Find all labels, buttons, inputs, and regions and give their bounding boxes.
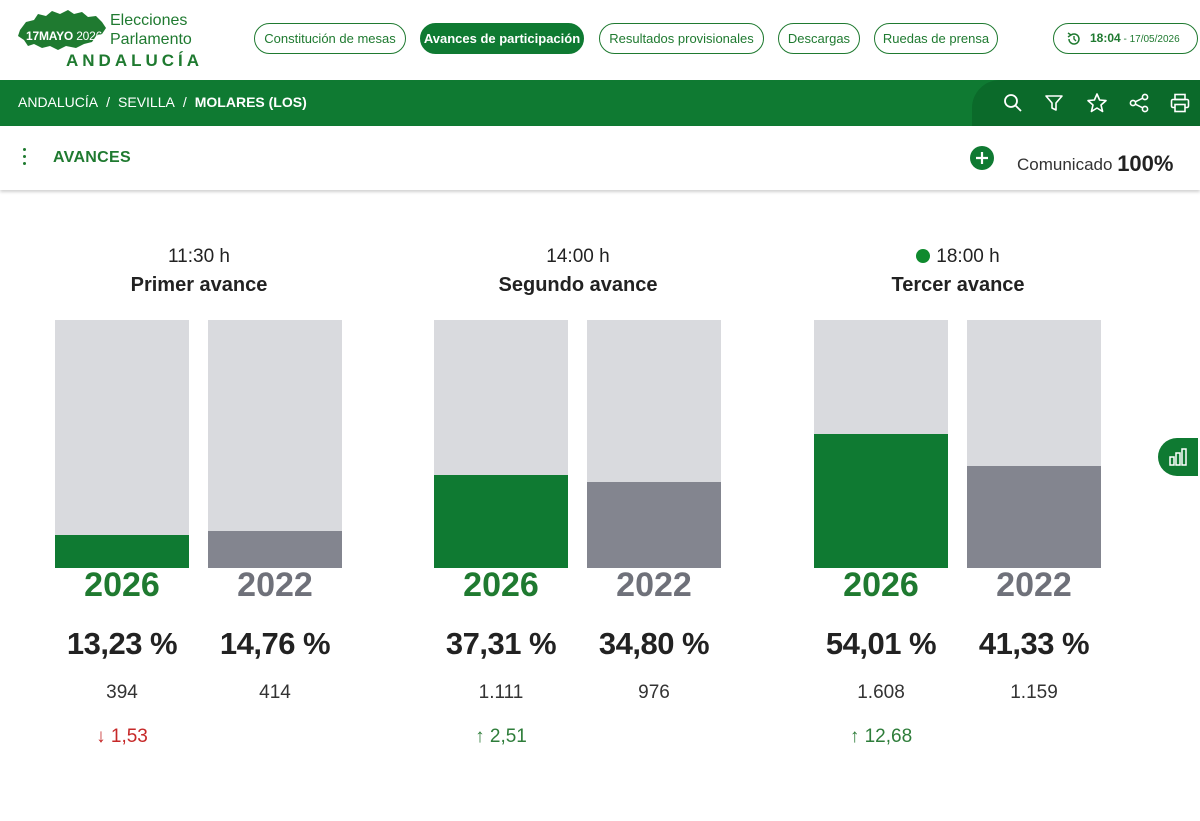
avance-time: 14:00 h — [546, 246, 610, 267]
avance-title: Tercer avance — [891, 274, 1025, 296]
avance-time: 11:30 h — [168, 246, 230, 267]
logo-line-1: Elecciones — [110, 12, 188, 29]
avance-panel-3: 18:00 h Tercer avance 2026 2022 54,01 % … — [798, 240, 1118, 760]
breadcrumb-current: MOLARES (LOS) — [194, 94, 307, 110]
avance-title: Primer avance — [130, 274, 268, 296]
pct-2026: 37,31 % — [445, 626, 557, 661]
year-2022: 2022 — [237, 566, 313, 604]
pct-2022: 41,33 % — [978, 626, 1090, 661]
update-time-button[interactable]: 18:04 - 17/05/2026 — [1053, 23, 1198, 54]
bar-2026 — [55, 320, 189, 568]
nav-descargas[interactable]: Descargas — [778, 23, 860, 54]
nav-resultados-provisionales[interactable]: Resultados provisionales — [599, 23, 764, 54]
pct-2022: 34,80 % — [598, 626, 710, 661]
breadcrumb-separator: / — [106, 94, 111, 110]
toolbar — [972, 80, 1200, 126]
plus-circle-icon[interactable] — [970, 146, 994, 170]
bar-2026-fill — [434, 475, 568, 568]
logo-date: 17MAYO 2026 — [26, 29, 103, 43]
logo-line-2: Parlamento — [110, 31, 192, 48]
avance-time: 18:00 h — [798, 246, 1118, 268]
difference-value: 2,51 — [489, 726, 527, 747]
count-2026: 394 — [106, 682, 138, 703]
star-icon[interactable] — [1086, 92, 1108, 114]
avance-panel-2: 14:00 h Segundo avance 2026 2022 37,31 %… — [418, 240, 738, 760]
logo-line-3: ANDALUCÍA — [66, 51, 204, 70]
bar-2022 — [587, 320, 721, 568]
clock-refresh-icon — [1067, 32, 1080, 45]
share-icon[interactable] — [1128, 92, 1150, 114]
communicated-value: 100% — [1117, 151, 1174, 176]
bar-2026 — [814, 320, 948, 568]
communicated-status: Comunicado 100% — [1017, 150, 1173, 176]
year-2022: 2022 — [616, 566, 692, 604]
section-title: AVANCES — [53, 149, 131, 166]
filter-icon[interactable] — [1043, 92, 1065, 114]
avance-panel-1: 11:30 h Primer avance 2026 2022 13,23 % … — [39, 240, 359, 760]
update-date: - 17/05/2026 — [1120, 34, 1180, 45]
difference: ↓ 1,53 — [55, 726, 189, 748]
bar-chart-icon — [1169, 448, 1187, 466]
year-2026: 2026 — [84, 566, 160, 604]
difference-value: 1,53 — [110, 726, 148, 747]
count-2026: 1.608 — [857, 682, 905, 703]
year-2022: 2022 — [996, 566, 1072, 604]
section-bar: AVANCES Comunicado 100% — [0, 126, 1200, 190]
breadcrumb-bar: ANDALUCÍA / SEVILLA / MOLARES (LOS) — [0, 80, 1200, 126]
difference: ↑ 2,51 — [434, 726, 568, 748]
pct-2022: 14,76 % — [219, 626, 331, 661]
bar-2022-fill — [587, 481, 721, 568]
year-2026: 2026 — [843, 566, 919, 604]
count-2022: 976 — [638, 682, 670, 703]
live-indicator-dot — [916, 249, 931, 263]
difference-value: 12,68 — [864, 726, 913, 747]
breadcrumb-sevilla[interactable]: SEVILLA — [118, 94, 175, 110]
chart-view-button[interactable] — [1158, 438, 1198, 476]
nav-constitucion-mesas[interactable]: Constitución de mesas — [254, 23, 406, 54]
bar-2022 — [208, 320, 342, 568]
bar-2022-fill — [208, 531, 342, 568]
arrow-up-icon: ↑ — [475, 726, 485, 747]
difference: ↑ 12,68 — [814, 726, 948, 748]
top-header: 17MAYO 2026 Elecciones Parlamento ANDALU… — [0, 0, 1200, 80]
nav-ruedas-prensa[interactable]: Ruedas de prensa — [874, 23, 998, 54]
bar-2022 — [967, 320, 1101, 568]
search-icon[interactable] — [1002, 92, 1024, 114]
arrow-up-icon: ↑ — [849, 726, 860, 747]
nav-avances-participacion[interactable]: Avances de participación — [420, 23, 584, 54]
count-2026: 1.111 — [478, 682, 524, 703]
year-2026: 2026 — [463, 566, 539, 604]
count-2022: 414 — [259, 682, 291, 703]
communicated-label: Comunicado — [1017, 155, 1113, 174]
pct-2026: 54,01 % — [825, 626, 937, 661]
count-2022: 1.159 — [1010, 682, 1058, 703]
pct-2026: 13,23 % — [66, 626, 178, 661]
bar-2026-fill — [814, 434, 948, 568]
arrow-down-icon: ↓ — [96, 726, 106, 747]
breadcrumb-andalucia[interactable]: ANDALUCÍA — [18, 94, 99, 110]
breadcrumb-separator: / — [182, 94, 187, 110]
avance-title: Segundo avance — [498, 274, 658, 296]
elections-logo[interactable]: 17MAYO 2026 Elecciones Parlamento ANDALU… — [16, 8, 216, 72]
andalucia-map-icon — [18, 10, 106, 50]
bar-2022-fill — [967, 465, 1101, 568]
bar-2026 — [434, 320, 568, 568]
breadcrumb: ANDALUCÍA / SEVILLA / MOLARES (LOS) — [18, 94, 307, 110]
update-time: 18:04 — [1090, 31, 1121, 45]
print-icon[interactable] — [1169, 92, 1191, 114]
kebab-menu-icon[interactable] — [20, 148, 30, 168]
bar-2026-fill — [55, 535, 189, 568]
